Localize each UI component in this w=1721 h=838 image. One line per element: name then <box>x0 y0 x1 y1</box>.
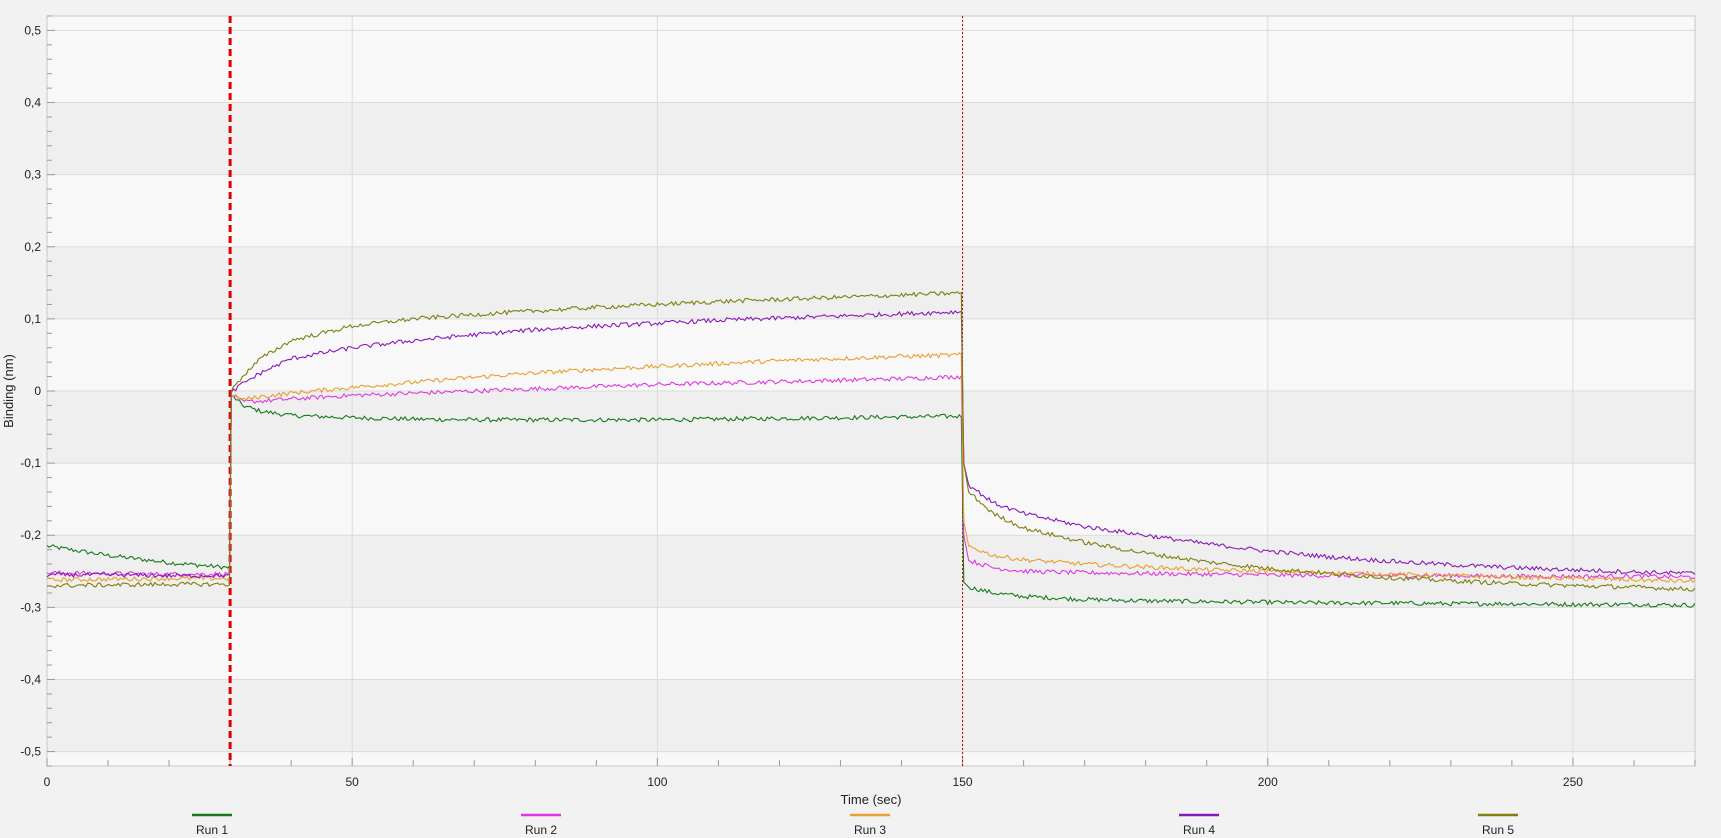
series-line-3 <box>46 352 1696 584</box>
legend: Run 1 Run 2 Run 3 Run 4 Run 5 <box>192 813 1518 837</box>
x-tick-labels: 0 50 100 150 200 250 <box>44 775 1584 789</box>
legend-label-3: Run 3 <box>854 823 886 837</box>
y-tick-label: 0,2 <box>24 240 41 254</box>
phase-markers <box>228 16 964 766</box>
legend-label-1: Run 1 <box>196 823 228 837</box>
y-tick-label: -0,3 <box>20 600 41 614</box>
x-tick-label: 50 <box>346 775 360 789</box>
grid-lines <box>46 16 1695 766</box>
x-tick-label: 100 <box>647 775 667 789</box>
y-tick-label: -0,5 <box>20 745 41 759</box>
x-axis-label: Time (sec) <box>841 792 902 807</box>
grid-band <box>47 246 1695 319</box>
y-tick-label: 0,3 <box>24 168 41 182</box>
series-lines <box>46 290 1696 608</box>
x-tick-label: 150 <box>953 775 973 789</box>
y-tick-label: 0,1 <box>24 312 41 326</box>
y-tick-label: -0,4 <box>20 672 41 686</box>
grid-band <box>47 102 1695 175</box>
y-axis-label: Binding (nm) <box>1 354 16 428</box>
series-line-5 <box>46 290 1696 592</box>
series-line-1 <box>46 393 1696 608</box>
legend-label-5: Run 5 <box>1482 823 1514 837</box>
legend-label-2: Run 2 <box>525 823 557 837</box>
y-tick-label: 0,5 <box>24 23 41 37</box>
y-tick-label: 0 <box>34 384 41 398</box>
grid-band <box>47 391 1695 464</box>
x-tick-label: 0 <box>44 775 51 789</box>
y-tick-label: 0,4 <box>24 96 41 110</box>
grid-band <box>47 535 1695 608</box>
series-line-4 <box>46 310 1696 579</box>
legend-label-4: Run 4 <box>1183 823 1215 837</box>
y-tick-labels: 0,5 0,4 0,3 0,2 0,1 0 -0,1 -0,2 -0,3 -0,4 -0,5 <box>20 23 41 758</box>
y-tick-label: -0,1 <box>20 456 41 470</box>
y-tick-label: -0,2 <box>20 528 41 542</box>
grid-band <box>47 679 1695 752</box>
x-tick-label: 250 <box>1563 775 1583 789</box>
minor-ticks <box>46 15 1696 767</box>
x-tick-label: 200 <box>1258 775 1278 789</box>
